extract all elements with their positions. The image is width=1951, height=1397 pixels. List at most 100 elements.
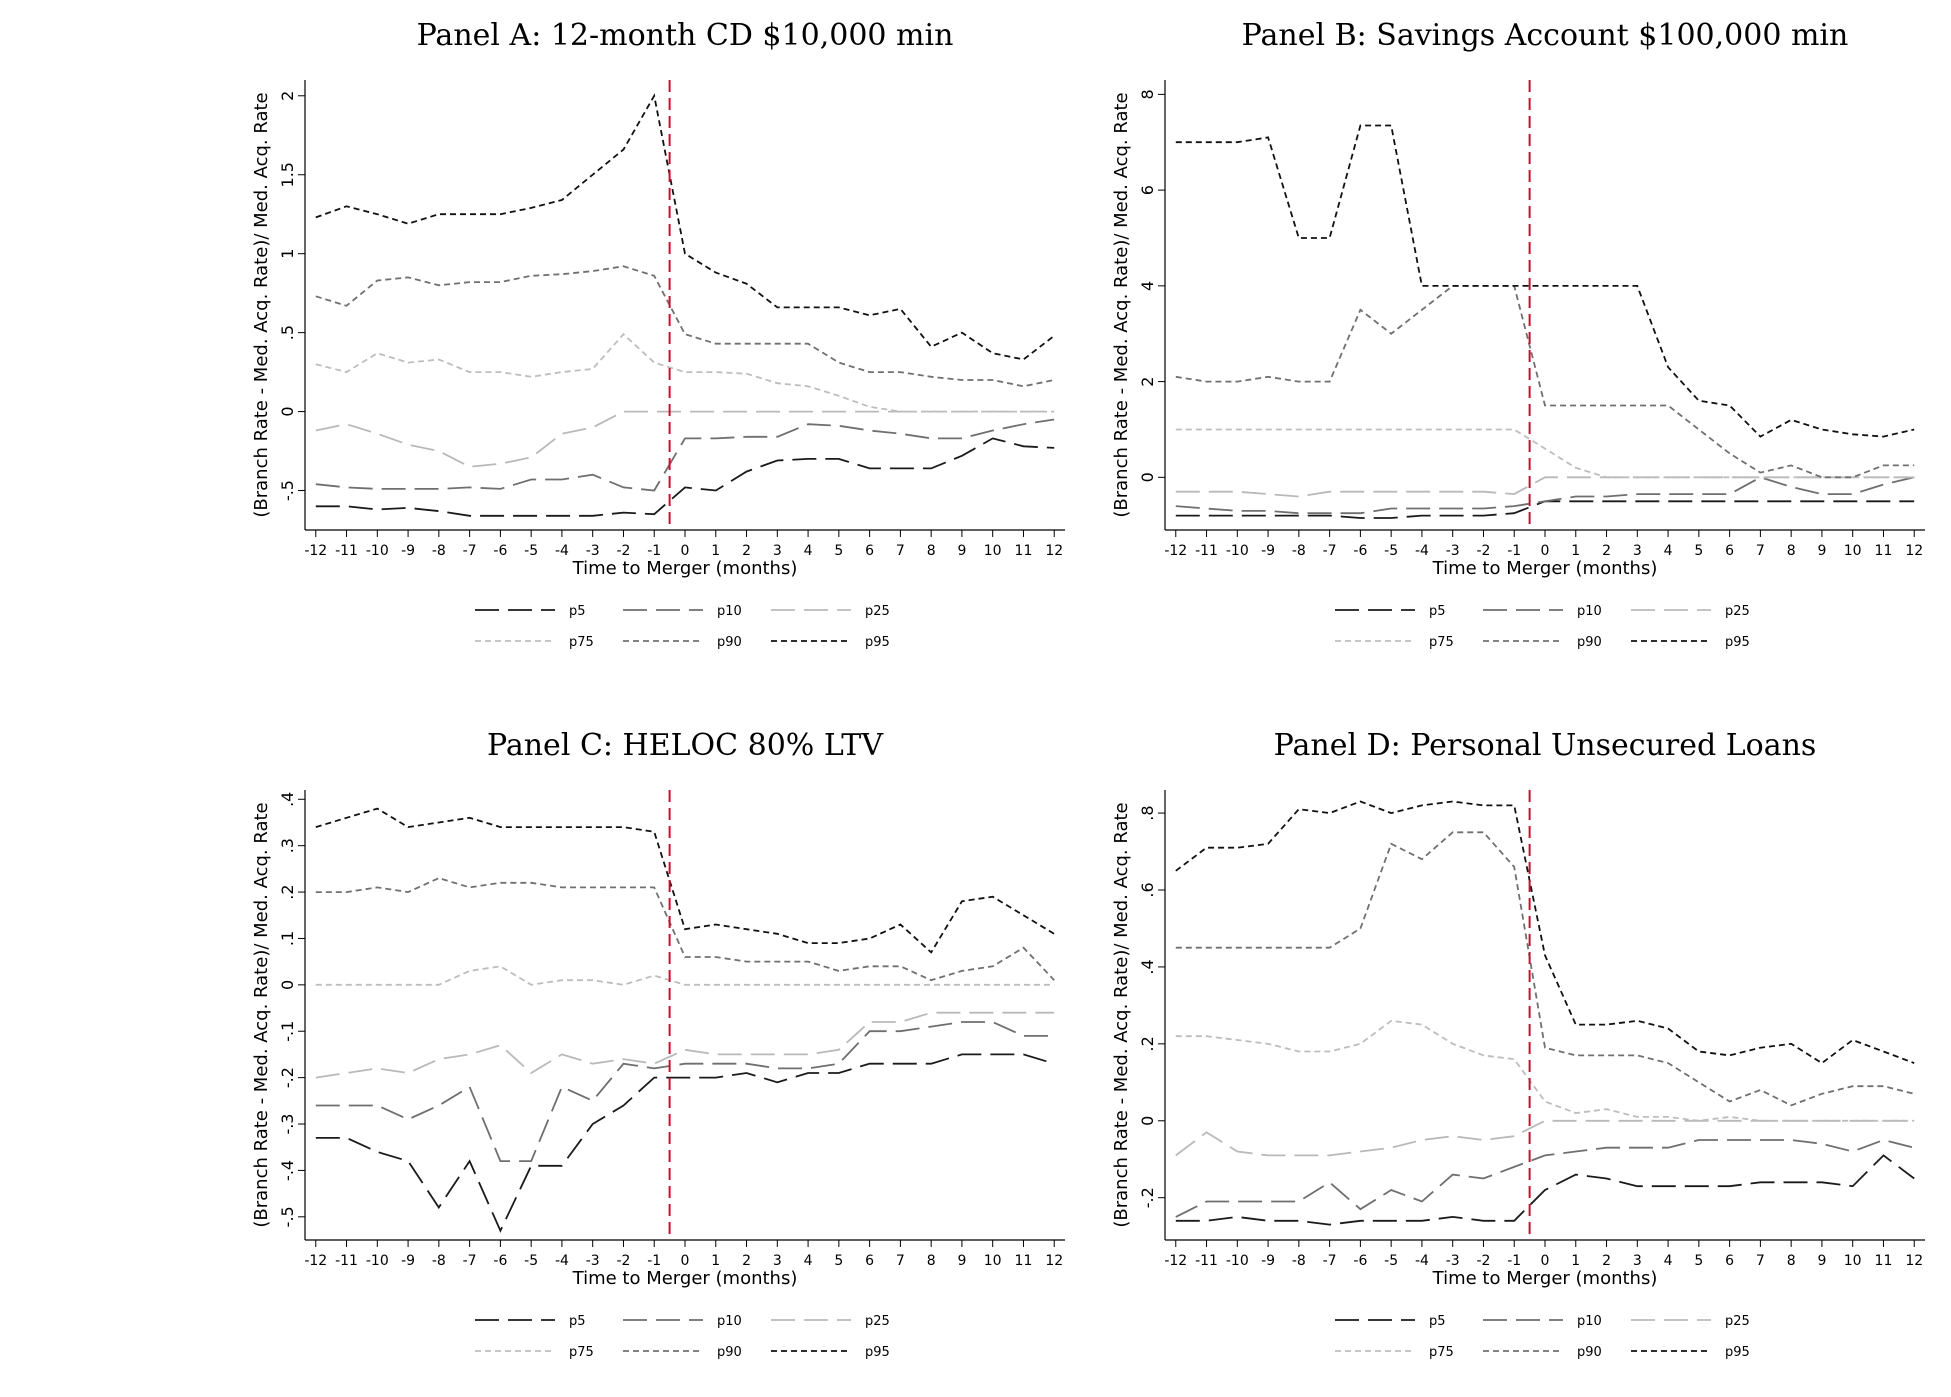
x-tick-label: 11 xyxy=(1875,543,1893,559)
legend-label-p10: p10 xyxy=(1577,1314,1602,1329)
y-tick-label: 1 xyxy=(278,249,297,259)
legend: p5 p10 p25 p75 p90 p95 xyxy=(1335,604,1750,650)
series-line-p75 xyxy=(1175,428,1915,479)
x-tick-label: -11 xyxy=(1195,1253,1218,1269)
x-tick-label: 9 xyxy=(957,1253,966,1269)
x-tick-label: -4 xyxy=(555,1253,569,1269)
legend-label-p10: p10 xyxy=(717,604,742,619)
x-tick-label: -5 xyxy=(1384,543,1398,559)
x-tick-label: -9 xyxy=(1261,543,1275,559)
x-tick-label: -10 xyxy=(366,543,389,559)
y-tick-label: -.1 xyxy=(278,1021,297,1042)
y-tick-label: .2 xyxy=(1138,1036,1157,1051)
y-tick-label: 2 xyxy=(278,91,297,101)
y-tick-label: 0 xyxy=(1138,472,1157,482)
chart-panel-1: Panel A: 12-month CD $10,000 min-12 -11 -1… xyxy=(251,18,1065,650)
series-line-p95 xyxy=(315,807,1055,954)
x-tick-label: 2 xyxy=(742,543,751,559)
legend-label-p5: p5 xyxy=(1429,604,1446,619)
series-line-p25 xyxy=(1175,1119,1915,1157)
x-tick-label: -6 xyxy=(493,543,507,559)
x-tick-label: 7 xyxy=(896,543,905,559)
x-tick-label: -5 xyxy=(524,1253,538,1269)
chart-title: Panel C: HELOC 80% LTV xyxy=(487,728,884,763)
x-tick-label: -1 xyxy=(1507,1253,1521,1269)
x-tick-label: 5 xyxy=(834,543,843,559)
legend-label-p95: p95 xyxy=(1725,1345,1750,1360)
series-line-p75 xyxy=(1175,1019,1915,1122)
series-line-p5 xyxy=(315,1053,1055,1233)
x-axis-label: Time to Merger (months) xyxy=(1432,1268,1658,1289)
x-tick-label: -5 xyxy=(1384,1253,1398,1269)
x-tick-label: 1 xyxy=(711,543,720,559)
x-tick-label: -1 xyxy=(1507,543,1521,559)
chart-title: Panel D: Personal Unsecured Loans xyxy=(1274,728,1817,763)
x-tick-label: -11 xyxy=(335,1253,358,1269)
x-tick-label: 3 xyxy=(1633,543,1642,559)
x-tick-label: -3 xyxy=(586,543,600,559)
x-tick-label: 4 xyxy=(804,1253,813,1269)
y-tick-label: .4 xyxy=(1138,959,1157,974)
y-axis-label: (Branch Rate - Med. Acq. Rate)/ Med. Acq… xyxy=(251,802,272,1227)
series-line-p95 xyxy=(1175,124,1915,438)
series-line-p95 xyxy=(315,93,1055,361)
x-tick-label: 3 xyxy=(773,1253,782,1269)
series-line-p90 xyxy=(315,877,1055,982)
x-tick-label: 11 xyxy=(1015,543,1033,559)
x-tick-label: -4 xyxy=(555,543,569,559)
x-tick-label: -12 xyxy=(304,543,327,559)
legend-label-p5: p5 xyxy=(569,1314,586,1329)
legend-label-p95: p95 xyxy=(865,1345,890,1360)
y-tick-label: 4 xyxy=(1138,281,1157,291)
x-tick-label: 11 xyxy=(1015,1253,1033,1269)
x-tick-label: 0 xyxy=(681,543,690,559)
x-tick-label: -5 xyxy=(524,543,538,559)
x-axis-label: Time to Merger (months) xyxy=(572,558,798,579)
x-tick-label: -11 xyxy=(335,543,358,559)
x-tick-label: -2 xyxy=(616,543,630,559)
legend-label-p75: p75 xyxy=(569,1345,594,1360)
x-tick-label: -2 xyxy=(616,1253,630,1269)
x-tick-label: 7 xyxy=(1756,1253,1765,1269)
legend-label-p25: p25 xyxy=(1725,604,1750,619)
x-tick-label: 9 xyxy=(1817,1253,1826,1269)
x-tick-label: 10 xyxy=(984,543,1002,559)
x-tick-label: 12 xyxy=(1045,1253,1063,1269)
x-tick-label: -3 xyxy=(1446,1253,1460,1269)
x-tick-label: -8 xyxy=(1292,543,1306,559)
legend-label-p90: p90 xyxy=(1577,635,1602,650)
y-tick-label: 0 xyxy=(278,406,297,416)
x-tick-label: 4 xyxy=(804,543,813,559)
x-tick-label: -3 xyxy=(1446,543,1460,559)
series-line-p90 xyxy=(315,265,1055,388)
y-tick-label: .3 xyxy=(278,838,297,853)
x-tick-label: -12 xyxy=(1164,1253,1187,1269)
series-line-p10 xyxy=(1175,1139,1915,1218)
x-tick-label: -9 xyxy=(401,1253,415,1269)
y-tick-label: 1.5 xyxy=(278,162,297,187)
series-line-p5 xyxy=(1175,1154,1915,1226)
x-tick-label: -10 xyxy=(366,1253,389,1269)
x-tick-label: 1 xyxy=(1571,1253,1580,1269)
x-tick-label: 1 xyxy=(1571,543,1580,559)
x-tick-label: 7 xyxy=(896,1253,905,1269)
x-tick-label: 11 xyxy=(1875,1253,1893,1269)
x-tick-label: -9 xyxy=(1261,1253,1275,1269)
x-tick-label: 0 xyxy=(1541,1253,1550,1269)
x-tick-label: -8 xyxy=(432,1253,446,1269)
legend-label-p95: p95 xyxy=(1725,635,1750,650)
x-tick-label: 3 xyxy=(773,543,782,559)
y-axis-label: (Branch Rate - Med. Acq. Rate)/ Med. Acq… xyxy=(1111,802,1132,1227)
x-tick-label: -12 xyxy=(1164,543,1187,559)
series-line-p5 xyxy=(315,437,1055,517)
y-tick-label: .8 xyxy=(1138,805,1157,820)
y-tick-label: 8 xyxy=(1138,89,1157,99)
x-tick-label: 12 xyxy=(1905,1253,1923,1269)
x-tick-label: -3 xyxy=(586,1253,600,1269)
legend-label-p25: p25 xyxy=(865,604,890,619)
x-tick-label: -10 xyxy=(1226,543,1249,559)
x-tick-label: 10 xyxy=(1844,543,1862,559)
x-tick-label: 2 xyxy=(742,1253,751,1269)
y-tick-label: .6 xyxy=(1138,882,1157,897)
legend-label-p5: p5 xyxy=(569,604,586,619)
